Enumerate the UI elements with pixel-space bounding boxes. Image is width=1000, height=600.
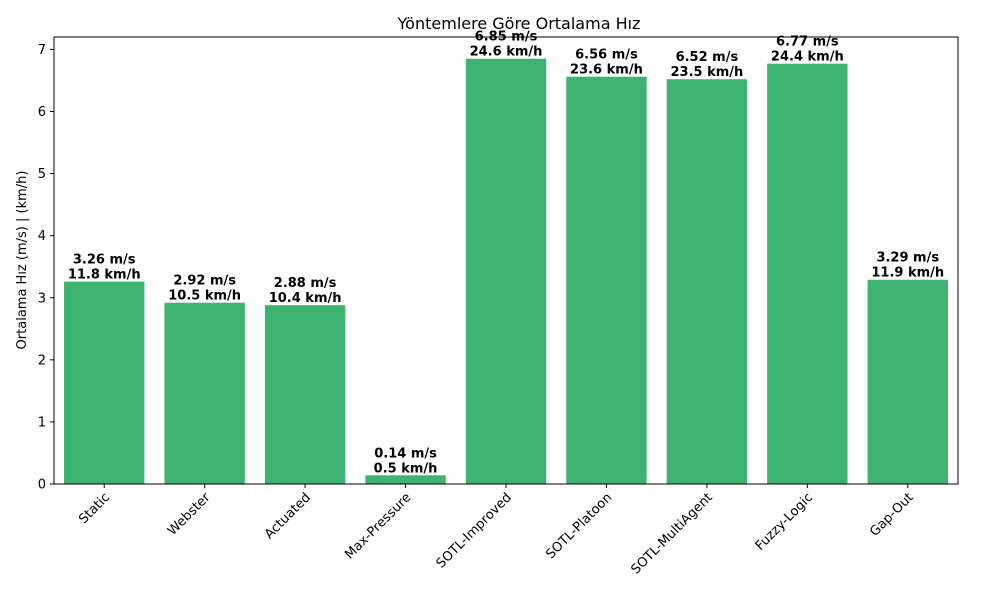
y-tick-label: 2	[38, 353, 46, 368]
y-tick-label: 6	[38, 105, 46, 120]
bar-value-label: 23.6 km/h	[570, 63, 643, 78]
x-tick-label: SOTL-Platoon	[543, 490, 615, 562]
x-tick-label: Static	[76, 490, 113, 527]
bar-value-label: 2.88 m/s	[274, 276, 337, 291]
y-tick-label: 7	[38, 43, 46, 58]
bar-value-label: 24.6 km/h	[470, 45, 543, 60]
x-tick-label: Actuated	[262, 490, 314, 542]
bar-8	[867, 279, 948, 484]
bars-layer	[64, 58, 948, 485]
bar-3	[365, 475, 446, 484]
bar-value-label: 24.4 km/h	[771, 50, 844, 65]
bar-6	[666, 79, 748, 484]
bar-4	[465, 58, 547, 485]
bar-value-label: 11.9 km/h	[871, 266, 944, 281]
x-tick-label: Fuzzy-Logic	[753, 490, 816, 553]
bar-value-label: 3.29 m/s	[876, 251, 939, 266]
bar-0	[64, 281, 145, 484]
y-tick-label: 3	[38, 291, 46, 306]
bar-5	[566, 76, 647, 484]
x-axis-ticks: Static Webster Actuated Max-Pressure SOTL-Im…	[76, 484, 917, 577]
bar-value-label: 3.26 m/s	[73, 253, 136, 268]
bar-value-label: 0.14 m/s	[374, 446, 437, 461]
plot-frame	[53, 36, 959, 485]
x-tick-label: SOTL-Improved	[434, 490, 515, 571]
x-tick-label: Webster	[165, 490, 214, 539]
bar-value-label: 6.56 m/s	[575, 48, 638, 63]
bar-value-label: 10.4 km/h	[269, 291, 342, 306]
y-tick-label: 1	[38, 415, 46, 430]
bar-7	[767, 63, 848, 485]
x-tick-label: SOTL-MultiAgent	[628, 490, 715, 577]
y-tick-label: 5	[38, 167, 46, 182]
bar-value-label: 23.5 km/h	[670, 65, 743, 80]
bar-value-label: 10.5 km/h	[168, 289, 241, 304]
bar-value-label: 6.77 m/s	[776, 35, 839, 50]
bar-value-label: 11.8 km/h	[68, 268, 141, 283]
bar-value-label: 0.5 km/h	[374, 461, 438, 476]
chart-title: Yöntemlere Göre Ortalama Hız	[397, 14, 641, 33]
bar-value-label: 2.92 m/s	[173, 274, 236, 289]
y-axis-label: Ortalama Hız (m/s) | (km/h)	[15, 171, 30, 350]
bar-1	[164, 302, 245, 484]
bar-2	[264, 305, 346, 484]
data-labels-layer: 3.26 m/s11.8 km/h 2.92 m/s10.5 km/h 2.88 m…	[68, 30, 944, 477]
x-tick-label: Gap-Out	[867, 490, 916, 539]
x-tick-label: Max-Pressure	[342, 490, 414, 562]
y-tick-label: 4	[38, 229, 46, 244]
bar-value-label: 6.52 m/s	[676, 50, 739, 65]
y-axis-ticks: 0 1 2 3 4 5 6 7	[38, 43, 54, 493]
y-tick-label: 0	[38, 478, 46, 493]
